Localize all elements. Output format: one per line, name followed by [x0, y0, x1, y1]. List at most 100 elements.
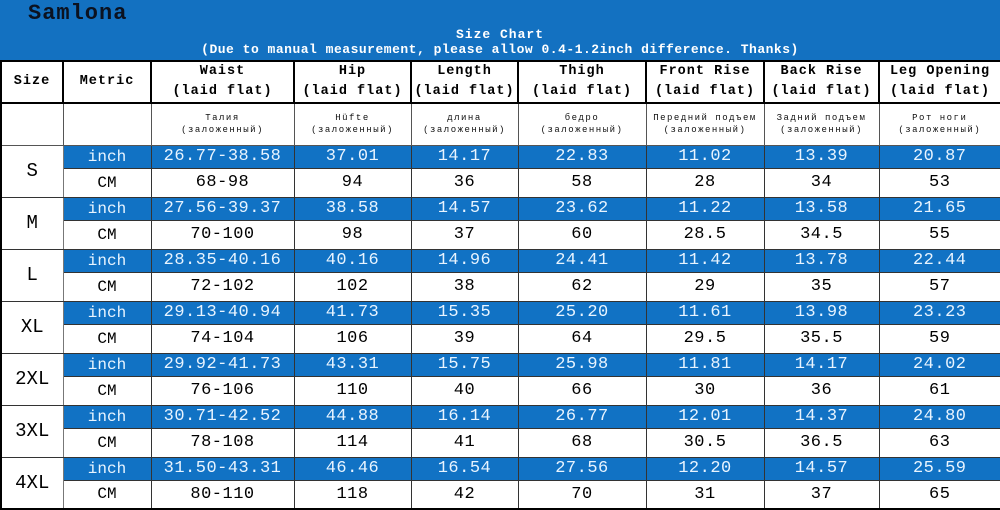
unit-label-cm: CM: [62, 427, 152, 458]
value-cell: 30: [645, 375, 765, 406]
value-cell: 25.59: [878, 456, 1000, 481]
value-cell: 29: [645, 271, 765, 302]
value-cell: 27.56: [517, 456, 647, 481]
value-cell: 11.02: [645, 144, 765, 169]
value-cell: 21.65: [878, 196, 1000, 221]
value-cell: 22.83: [517, 144, 647, 169]
value-cell: 53: [878, 167, 1000, 198]
translation-size: [0, 102, 64, 146]
unit-label-inch: inch: [62, 456, 152, 481]
translation-back-rise: Задний подъем (заложенный): [763, 102, 880, 146]
row-3xl-inch: 3XL inch 30.71-42.52 44.88 16.14 26.77 12.01 14…: [0, 404, 1000, 458]
value-cell: 24.02: [878, 352, 1000, 377]
value-cell: 35: [763, 271, 880, 302]
translation-thigh: бедро (заложенный): [517, 102, 647, 146]
value-cell: 26.77: [517, 404, 647, 429]
value-cell: 37.01: [293, 144, 412, 169]
value-cell: 11.42: [645, 248, 765, 273]
value-cell: 106: [293, 323, 412, 354]
unit-label-cm: CM: [62, 219, 152, 250]
unit-label-inch: inch: [62, 404, 152, 429]
value-cell: 78-108: [150, 427, 295, 458]
value-cell: 38: [410, 271, 519, 302]
value-cell: 110: [293, 375, 412, 406]
value-cell: 30.71-42.52: [150, 404, 295, 429]
value-cell: 59: [878, 323, 1000, 354]
measurement-note: (Due to manual measurement, please allow…: [201, 42, 799, 57]
value-cell: 41: [410, 427, 519, 458]
value-cell: 23.23: [878, 300, 1000, 325]
unit-label-inch: inch: [62, 248, 152, 273]
unit-label-cm: CM: [62, 323, 152, 354]
size-label-4xl: 4XL: [0, 456, 64, 510]
unit-label-cm: CM: [62, 375, 152, 406]
value-cell: 62: [517, 271, 647, 302]
size-label-xl: XL: [0, 300, 64, 354]
value-cell: 40: [410, 375, 519, 406]
value-cell: 98: [293, 219, 412, 250]
value-cell: 35.5: [763, 323, 880, 354]
size-label-s: S: [0, 144, 64, 198]
unit-label-inch: inch: [62, 352, 152, 377]
value-cell: 65: [878, 479, 1000, 510]
value-cell: 70: [517, 479, 647, 510]
value-cell: 64: [517, 323, 647, 354]
value-cell: 80-110: [150, 479, 295, 510]
row-3xl-cm: CM 78-108 114 41 68 30.5 36.5 63: [1, 427, 1000, 458]
value-cell: 94: [293, 167, 412, 198]
unit-label-cm: CM: [62, 167, 152, 198]
unit-label-inch: inch: [62, 144, 152, 169]
value-cell: 14.96: [410, 248, 519, 273]
value-cell: 38.58: [293, 196, 412, 221]
value-cell: 39: [410, 323, 519, 354]
value-cell: 11.22: [645, 196, 765, 221]
top-banner: Samlona Size Chart (Due to manual measur…: [0, 0, 1000, 60]
row-l-cm: CM 72-102 102 38 62 29 35 57: [1, 271, 1000, 302]
value-cell: 29.5: [645, 323, 765, 354]
value-cell: 15.75: [410, 352, 519, 377]
value-cell: 31: [645, 479, 765, 510]
row-2xl-inch: 2XL inch 29.92-41.73 43.31 15.75 25.98 11.81 14…: [0, 352, 1000, 406]
translation-row: Талия (заложенный) Hüfte (заложенный) длин…: [0, 102, 1000, 146]
translation-leg-opening: Рот ноги (заложенный): [878, 102, 1000, 146]
value-cell: 13.78: [763, 248, 880, 273]
value-cell: 14.17: [410, 144, 519, 169]
value-cell: 37: [410, 219, 519, 250]
value-cell: 42: [410, 479, 519, 510]
value-cell: 63: [878, 427, 1000, 458]
value-cell: 74-104: [150, 323, 295, 354]
translation-metric: [62, 102, 152, 146]
value-cell: 58: [517, 167, 647, 198]
value-cell: 28: [645, 167, 765, 198]
value-cell: 16.54: [410, 456, 519, 481]
value-cell: 25.20: [517, 300, 647, 325]
value-cell: 76-106: [150, 375, 295, 406]
row-s-cm: CM 68-98 94 36 58 28 34 53: [1, 167, 1000, 198]
size-label-m: M: [0, 196, 64, 250]
value-cell: 16.14: [410, 404, 519, 429]
col-header-thigh: Thigh (laid flat): [517, 60, 647, 104]
value-cell: 23.62: [517, 196, 647, 221]
size-chart-table: Size Metric Waist (laid flat) Hip (laid fl…: [0, 60, 1000, 510]
size-label-l: L: [0, 248, 64, 302]
size-label-2xl: 2XL: [0, 352, 64, 406]
header-row: Size Metric Waist (laid flat) Hip (laid fl…: [0, 60, 1000, 104]
value-cell: 72-102: [150, 271, 295, 302]
col-header-back-rise: Back Rise (laid flat): [763, 60, 880, 104]
row-2xl-cm: CM 76-106 110 40 66 30 36 61: [1, 375, 1000, 406]
value-cell: 24.80: [878, 404, 1000, 429]
value-cell: 13.98: [763, 300, 880, 325]
value-cell: 28.5: [645, 219, 765, 250]
value-cell: 13.39: [763, 144, 880, 169]
value-cell: 114: [293, 427, 412, 458]
value-cell: 34.5: [763, 219, 880, 250]
value-cell: 102: [293, 271, 412, 302]
value-cell: 60: [517, 219, 647, 250]
col-header-size: Size: [0, 60, 64, 104]
value-cell: 12.20: [645, 456, 765, 481]
value-cell: 70-100: [150, 219, 295, 250]
value-cell: 66: [517, 375, 647, 406]
